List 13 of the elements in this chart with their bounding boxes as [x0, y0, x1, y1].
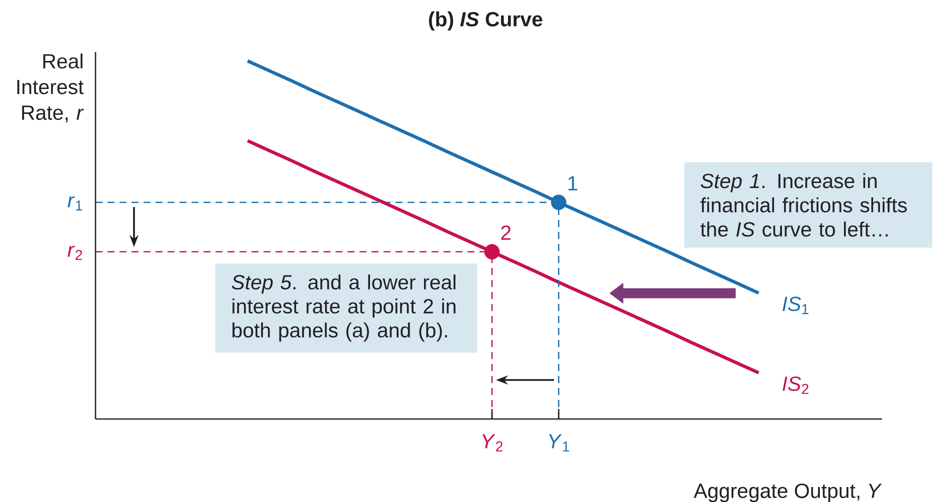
text: Real Interest Rate, r [17, 53, 84, 122]
ref-line-label: r$_{2}$ [68, 246, 82, 260]
series-label: IS$_{1}$ [782, 296, 808, 314]
x-tick-label: Y$_{2}$ [482, 434, 502, 452]
chart-title: (b) IS Curve [429, 11, 542, 31]
series-label: 2 [501, 225, 511, 240]
x-axis-title: Aggregate Output, Y [694, 484, 882, 502]
x-tick-label: Y$_{1}$ [549, 434, 570, 452]
series-label: IS$_{2}$ [782, 376, 808, 394]
annotation: Step 1. Increase in financial frictions shifts the IS curve to left… [700, 173, 907, 237]
series-label: 1 [568, 176, 578, 190]
annotation: Step 5. and a lower real interest rate at point 2 in both panels (a) and (b). [232, 274, 456, 342]
ref-line-label: r$_{1}$ [68, 196, 82, 210]
